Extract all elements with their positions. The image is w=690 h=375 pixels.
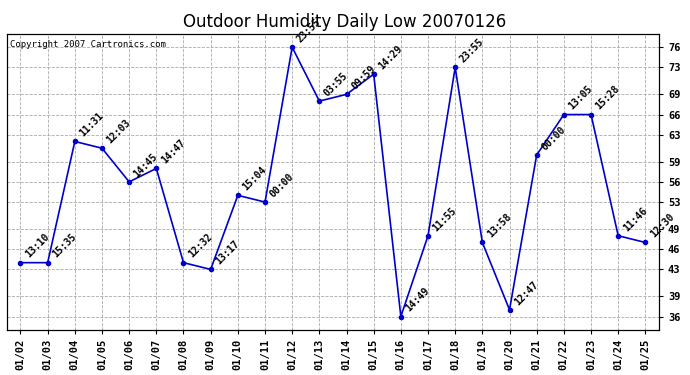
Text: 12:47: 12:47 xyxy=(512,279,540,307)
Text: 13:10: 13:10 xyxy=(23,232,51,260)
Text: 14:45: 14:45 xyxy=(132,151,160,179)
Text: 03:55: 03:55 xyxy=(322,70,350,98)
Text: 14:29: 14:29 xyxy=(377,44,404,71)
Text: 23:55: 23:55 xyxy=(458,37,486,64)
Text: 09:59: 09:59 xyxy=(349,64,377,92)
Text: 13:58: 13:58 xyxy=(485,212,513,240)
Text: 11:46: 11:46 xyxy=(621,205,649,233)
Text: 11:55: 11:55 xyxy=(431,205,459,233)
Text: 15:28: 15:28 xyxy=(594,84,622,112)
Text: 14:47: 14:47 xyxy=(159,138,187,166)
Text: Copyright 2007 Cartronics.com: Copyright 2007 Cartronics.com xyxy=(10,40,166,49)
Text: 15:04: 15:04 xyxy=(241,165,268,193)
Text: 12:03: 12:03 xyxy=(105,118,132,146)
Text: 13:05: 13:05 xyxy=(566,84,595,112)
Text: 11:31: 11:31 xyxy=(77,111,106,139)
Text: 14:49: 14:49 xyxy=(404,286,431,314)
Text: 12:32: 12:32 xyxy=(186,232,214,260)
Text: 13:17: 13:17 xyxy=(213,239,242,267)
Text: 00:00: 00:00 xyxy=(268,171,295,199)
Text: Outdoor Humidity Daily Low 20070126: Outdoor Humidity Daily Low 20070126 xyxy=(184,13,506,31)
Text: 23:55: 23:55 xyxy=(295,16,323,45)
Text: 15:35: 15:35 xyxy=(50,232,78,260)
Text: 00:00: 00:00 xyxy=(540,124,567,152)
Text: 12:30: 12:30 xyxy=(648,212,676,240)
